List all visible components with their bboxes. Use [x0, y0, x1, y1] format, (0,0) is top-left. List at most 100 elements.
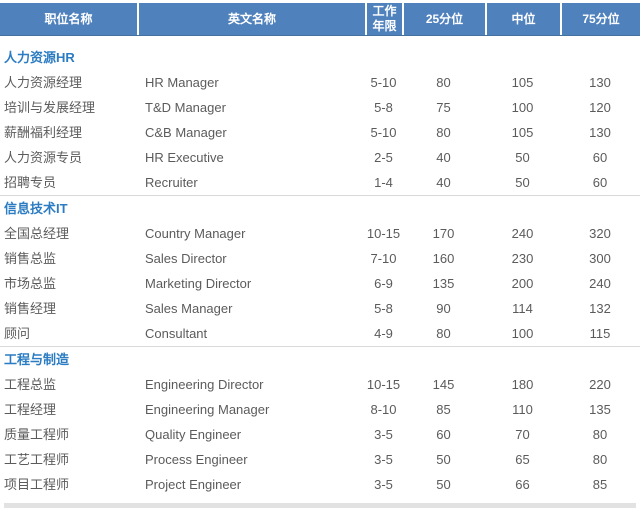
cell: 240	[589, 276, 611, 291]
cell: 3-5	[374, 477, 393, 492]
cell: 65	[515, 452, 530, 467]
cell: 50	[515, 150, 530, 165]
cell: 2-5	[374, 150, 393, 165]
section-title: 人力资源HR	[4, 50, 75, 65]
cell: 135	[432, 276, 455, 291]
cell: T&D Manager	[145, 100, 226, 115]
cell: Engineering Manager	[145, 402, 270, 417]
cell: 销售经理	[4, 301, 57, 316]
cell: 230	[511, 251, 534, 266]
cell: 招聘专员	[4, 175, 57, 190]
cell: 170	[432, 226, 455, 241]
cell: 120	[589, 100, 611, 115]
cell: 90	[436, 301, 451, 316]
cell: 7-10	[370, 251, 397, 266]
cell: 110	[512, 402, 533, 417]
cell: 80	[592, 427, 608, 442]
cell: 200	[511, 276, 534, 291]
cell: 5-8	[374, 100, 393, 115]
cell: 50	[515, 175, 530, 190]
cell: 85	[436, 402, 451, 417]
cell: HR Executive	[145, 150, 224, 165]
cell: 市场总监	[4, 276, 57, 291]
cell: 240	[511, 226, 534, 241]
header-cell-2: 工作年限	[365, 3, 402, 35]
cell: 60	[592, 175, 608, 190]
cell: 3-5	[374, 427, 393, 442]
cell: 项目工程师	[4, 477, 70, 492]
cell: 40	[436, 175, 451, 190]
table-row: 工程总监 Engineering Director 10-15 145 180 220	[0, 372, 640, 397]
cell: 145	[432, 377, 455, 392]
cell: 80	[436, 326, 451, 341]
cell: 6-9	[374, 276, 393, 291]
cell: HR Manager	[145, 75, 219, 90]
cell: 220	[589, 377, 611, 392]
cell: 培训与发展经理	[4, 100, 96, 115]
cell: 人力资源经理	[4, 75, 83, 90]
cell: 50	[436, 452, 451, 467]
cell: 130	[589, 125, 611, 140]
cell: 320	[589, 226, 611, 241]
table-section-0: 人力资源HR 人力资源经理 HR Manager 5-10 80 105 130 培训与发展经…	[0, 45, 640, 196]
table-row: 项目工程师 Project Engineer 3-5 50 66 85	[0, 472, 640, 497]
cell: 70	[515, 427, 530, 442]
cell: C&B Manager	[145, 125, 227, 140]
table-section-2: 工程与制造 工程总监 Engineering Director 10-15 145 180…	[0, 347, 640, 497]
table-section-1: 信息技术IT 全国总经理 Country Manager 10-15 170 240 320…	[0, 196, 640, 347]
table-body: 人力资源HR 人力资源经理 HR Manager 5-10 80 105 130 培训与发展经…	[0, 45, 640, 497]
table-row: 人力资源专员 HR Executive 2-5 40 50 60	[0, 145, 640, 170]
cell: 180	[511, 377, 534, 392]
table-row: 市场总监 Marketing Director 6-9 135 200 240	[0, 271, 640, 296]
section-title: 工程与制造	[4, 352, 70, 367]
table-row: 工艺工程师 Process Engineer 3-5 50 65 80	[0, 447, 640, 472]
cell: Country Manager	[145, 226, 246, 241]
cell: 300	[589, 251, 611, 266]
table-row: 培训与发展经理 T&D Manager 5-8 75 100 120	[0, 95, 640, 120]
cell: 105	[511, 75, 534, 90]
cell: 顾问	[4, 326, 31, 341]
cell: 10-15	[366, 226, 401, 241]
cell: 5-10	[370, 75, 397, 90]
cell: 130	[589, 75, 611, 90]
header-cell-4: 中位	[485, 3, 560, 35]
cell: 114	[512, 301, 533, 316]
table-row: 销售总监 Sales Director 7-10 160 230 300	[0, 246, 640, 271]
cell: 8-10	[370, 402, 397, 417]
salary-table: 职位名称 英文名称 工作年限 25分位 中位 75分位 人力资源HR 人力资源经理 HR Ma…	[0, 3, 640, 508]
table-row: 招聘专员 Recruiter 1-4 40 50 60	[0, 170, 640, 195]
table-row: 工程经理 Engineering Manager 8-10 85 110 135	[0, 397, 640, 422]
cell: 60	[436, 427, 451, 442]
cell: 132	[589, 301, 611, 316]
cell: 80	[436, 75, 451, 90]
header-cell-5: 75分位	[560, 3, 640, 35]
table-row: 销售经理 Sales Manager 5-8 90 114 132	[0, 296, 640, 321]
cell: Recruiter	[145, 175, 198, 190]
cell: 85	[592, 477, 608, 492]
cell: 100	[511, 326, 534, 341]
table-row: 顾问 Consultant 4-9 80 100 115	[0, 321, 640, 346]
section-title: 信息技术IT	[4, 201, 68, 216]
cell: 60	[592, 150, 608, 165]
cell: 80	[592, 452, 608, 467]
cell: Sales Manager	[145, 301, 233, 316]
cell: 1-4	[374, 175, 393, 190]
cell: Process Engineer	[145, 452, 248, 467]
header-cell-3: 25分位	[402, 3, 485, 35]
header-cell-1: 英文名称	[137, 3, 365, 35]
cell: 115	[589, 326, 611, 341]
cell: Engineering Director	[145, 377, 264, 392]
cell: 135	[589, 402, 611, 417]
cell: 工艺工程师	[4, 452, 70, 467]
table-row: 质量工程师 Quality Engineer 3-5 60 70 80	[0, 422, 640, 447]
cell: 105	[511, 125, 534, 140]
cell: Marketing Director	[145, 276, 252, 291]
table-header-row: 职位名称 英文名称 工作年限 25分位 中位 75分位	[0, 3, 640, 36]
cell: 5-8	[374, 301, 393, 316]
cell: 5-10	[370, 125, 397, 140]
bottom-divider	[4, 503, 636, 508]
cell: 75	[436, 100, 451, 115]
cell: 160	[432, 251, 455, 266]
header-cell-0: 职位名称	[0, 3, 137, 35]
cell: 10-15	[366, 377, 401, 392]
